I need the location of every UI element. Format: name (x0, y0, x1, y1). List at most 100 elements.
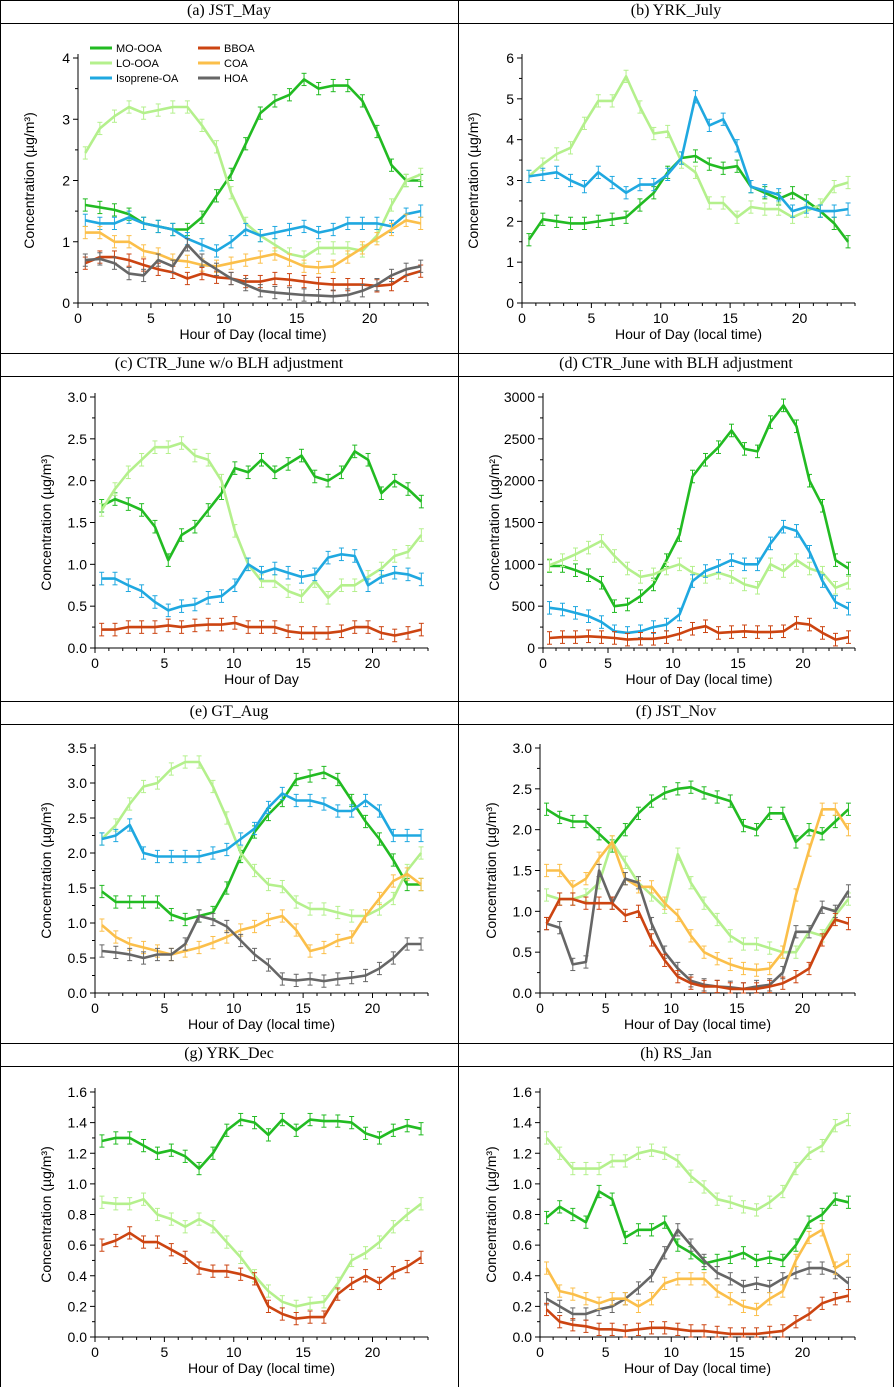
x-tick-label: 5 (160, 1000, 168, 1016)
x-tick-label: 5 (160, 655, 168, 671)
y-tick-label: 1 (506, 254, 514, 270)
panel-c: (c) CTR_June w/o BLH adjustment (0, 353, 458, 702)
x-axis-label: Hour of Day (local time) (188, 1360, 335, 1376)
x-tick-label: 0 (91, 655, 99, 671)
series-lo-ooa (99, 436, 424, 605)
x-tick-label: 20 (792, 310, 808, 326)
x-tick-label: 0 (539, 655, 547, 671)
x-tick-label: 20 (365, 655, 381, 671)
y-tick-label: 0 (527, 640, 535, 656)
x-tick-label: 15 (295, 655, 311, 671)
series-coa (544, 1223, 851, 1317)
series-mo-ooa (544, 1184, 851, 1271)
y-tick-label: 1.0 (68, 556, 88, 572)
y-tick-label: 0.0 (68, 985, 88, 1001)
x-tick-label: 15 (722, 310, 738, 326)
y-tick-label: 0.2 (68, 1298, 88, 1314)
x-tick-label: 20 (362, 310, 378, 326)
y-tick-label: 2.5 (68, 431, 88, 447)
series-line (100, 441, 423, 600)
y-axis-label: Concentration (µg/m³) (465, 112, 481, 248)
y-axis-label: Concentration (µg/m³) (483, 802, 499, 938)
y-tick-label: 1500 (504, 515, 535, 531)
x-tick-label: 0 (91, 1000, 99, 1016)
y-tick-label: 1.2 (68, 1145, 88, 1161)
y-tick-label: 0.6 (513, 1237, 533, 1253)
series-line (85, 209, 421, 253)
series-line (101, 872, 422, 956)
y-tick-label: 0.5 (68, 950, 88, 966)
series-line (100, 760, 423, 918)
series-line (85, 243, 421, 298)
y-tick-label: 3 (506, 173, 514, 189)
series-coa (82, 213, 424, 275)
y-axis-label: Concentration (µg/m²) (486, 454, 502, 590)
y-tick-label: 3.0 (68, 389, 88, 405)
series-isoprene-oa (99, 786, 424, 864)
series-mo-ooa (547, 398, 851, 613)
series-isoprene-oa (547, 519, 851, 640)
series-line (545, 785, 850, 848)
x-tick-label: 15 (295, 1344, 311, 1360)
y-tick-label: 0.2 (513, 1298, 533, 1314)
series-line (101, 914, 422, 983)
y-tick-label: 0 (506, 295, 514, 311)
series-line (545, 1228, 850, 1316)
x-tick-label: 5 (602, 1344, 610, 1360)
x-tick-label: 0 (91, 1344, 99, 1360)
series-bboa (99, 616, 424, 643)
series-line (545, 1118, 849, 1212)
x-tick-label: 15 (289, 310, 305, 326)
series-line (549, 525, 850, 635)
y-tick-label: 1.2 (513, 1145, 533, 1161)
y-tick-label: 1.6 (513, 1084, 533, 1100)
series-hoa (544, 863, 851, 994)
y-axis-label: Concentration (µg/m³) (38, 802, 54, 938)
x-tick-label: 20 (795, 655, 811, 671)
series-mo-ooa (99, 444, 424, 567)
series-line (101, 771, 422, 921)
series-line (528, 75, 849, 219)
panel-title: (b) YRK_July (630, 2, 722, 19)
series-line (101, 450, 423, 562)
y-tick-label: 2 (62, 173, 70, 189)
series-mo-ooa (544, 780, 851, 853)
series-line (545, 1228, 850, 1311)
y-axis-label: Concentration (µg/m³) (38, 454, 54, 590)
x-axis-label: Hour of Day (local time) (179, 326, 326, 342)
legend-label: Isoprene-OA (116, 73, 179, 85)
x-tick-label: 10 (216, 310, 232, 326)
x-tick-label: 10 (663, 1000, 679, 1016)
x-tick-label: 5 (604, 655, 612, 671)
y-tick-label: 1.4 (68, 1115, 88, 1131)
y-tick-label: 1.0 (68, 1176, 88, 1192)
y-axis-label: Concentration (µg/m³) (38, 1146, 54, 1282)
series-isoprene-oa (99, 547, 424, 618)
x-tick-label: 20 (365, 1000, 381, 1016)
y-tick-label: 2.5 (68, 810, 88, 826)
series-mo-ooa (99, 765, 424, 927)
legend-label: MO-OOA (116, 43, 162, 55)
x-tick-label: 15 (295, 1000, 311, 1016)
panel-title: (c) CTR_June w/o BLH adjustment (114, 355, 344, 372)
y-tick-label: 0.0 (513, 985, 533, 1001)
x-axis-label: Hour of Day (224, 671, 299, 687)
series-line (84, 255, 422, 288)
panel-title: (f) JST_Nov (635, 703, 717, 720)
x-tick-label: 0 (74, 310, 82, 326)
panel-h: (h) RS_Jan (458, 1043, 894, 1387)
x-axis-label: Hour of Day (local time) (625, 671, 772, 687)
y-tick-label: 0.5 (513, 944, 533, 960)
y-tick-label: 2.0 (68, 473, 88, 489)
x-tick-label: 10 (663, 1344, 679, 1360)
x-tick-label: 10 (226, 1000, 242, 1016)
x-axis-label: Hour of Day (local time) (624, 1016, 771, 1032)
x-tick-label: 15 (729, 1000, 745, 1016)
series-lo-ooa (82, 100, 424, 264)
x-axis-label: Hour of Day (local time) (624, 1360, 771, 1376)
x-tick-label: 20 (795, 1344, 811, 1360)
legend-label: COA (224, 58, 249, 70)
x-tick-label: 5 (147, 310, 155, 326)
x-tick-label: 5 (160, 1344, 168, 1360)
